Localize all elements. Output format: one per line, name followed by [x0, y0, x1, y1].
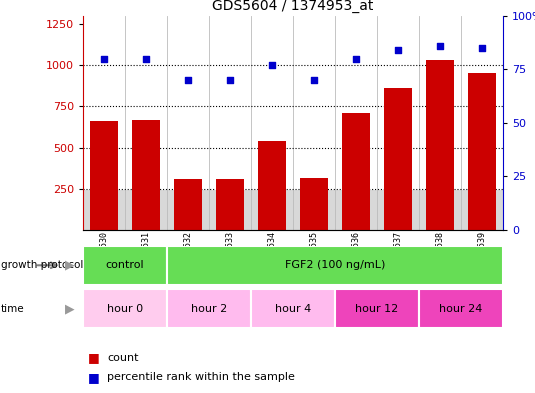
Point: [394, 47, 402, 53]
Bar: [216, 179, 243, 230]
Text: ▶: ▶: [65, 259, 74, 272]
Title: GDS5604 / 1374953_at: GDS5604 / 1374953_at: [212, 0, 373, 13]
Point: [226, 77, 234, 83]
Bar: [90, 121, 118, 230]
Point: [100, 55, 108, 62]
Bar: [167, 246, 503, 285]
Bar: [468, 73, 495, 230]
Bar: [132, 120, 159, 230]
Text: growth protocol: growth protocol: [1, 260, 83, 270]
Bar: [342, 113, 370, 230]
Text: ■: ■: [88, 371, 100, 384]
Bar: [426, 60, 454, 230]
Bar: [251, 289, 335, 328]
Bar: [419, 289, 503, 328]
Point: [268, 62, 276, 68]
Bar: [83, 246, 167, 285]
Text: hour 24: hour 24: [439, 303, 483, 314]
Text: ■: ■: [88, 351, 100, 364]
Point: [142, 55, 150, 62]
Bar: [167, 289, 251, 328]
Bar: [384, 88, 411, 230]
Point: [435, 42, 444, 49]
Text: hour 0: hour 0: [107, 303, 143, 314]
Text: count: count: [107, 353, 139, 363]
Text: ▶: ▶: [65, 302, 74, 315]
Text: time: time: [1, 303, 25, 314]
Text: hour 2: hour 2: [191, 303, 227, 314]
Text: control: control: [105, 260, 144, 270]
Text: percentile rank within the sample: percentile rank within the sample: [107, 372, 295, 382]
Point: [478, 45, 486, 51]
Text: hour 4: hour 4: [275, 303, 311, 314]
Point: [351, 55, 360, 62]
Point: [310, 77, 318, 83]
Text: hour 12: hour 12: [355, 303, 399, 314]
Bar: [174, 179, 202, 230]
Bar: [335, 289, 419, 328]
Bar: [258, 141, 286, 230]
Text: FGF2 (100 ng/mL): FGF2 (100 ng/mL): [285, 260, 385, 270]
Bar: [83, 190, 503, 230]
Bar: [300, 178, 327, 230]
Bar: [83, 289, 167, 328]
Point: [184, 77, 192, 83]
